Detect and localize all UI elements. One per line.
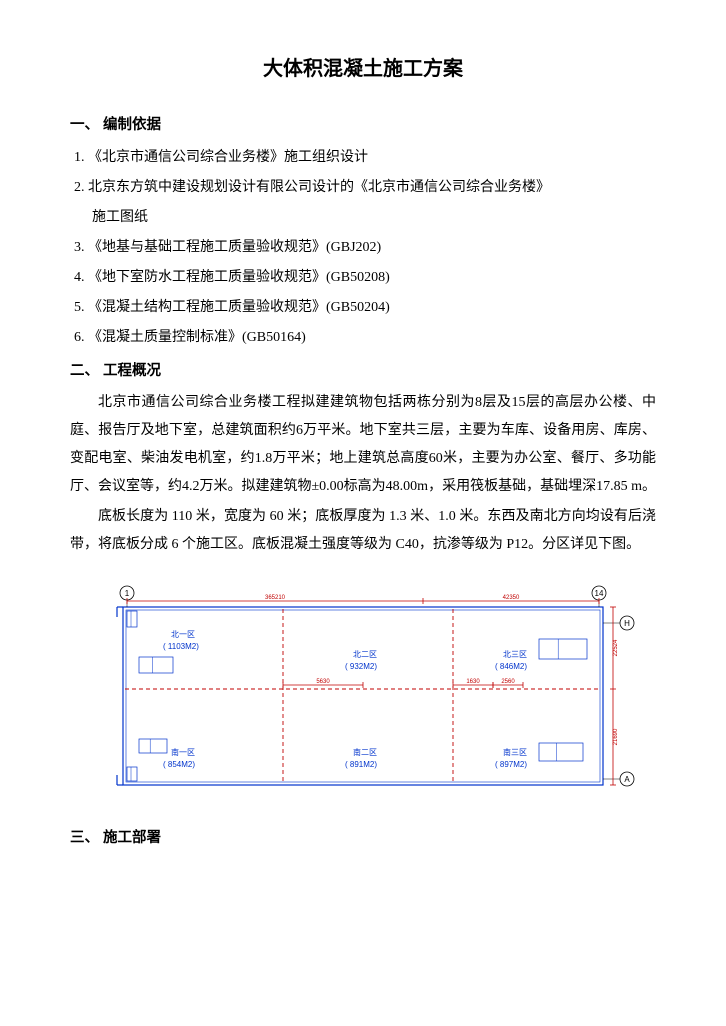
basis-item: 2. 北京东方筑中建设规划设计有限公司设计的《北京市通信公司综合业务楼》 [70,174,656,202]
svg-text:北一区: 北一区 [171,630,195,639]
item-number: 6. [74,324,85,352]
item-text: 北京东方筑中建设规划设计有限公司设计的《北京市通信公司综合业务楼》 [88,180,550,195]
svg-text:1630: 1630 [466,679,480,685]
item-text: 《地基与基础工程施工质量验收规范》(GBJ202) [88,240,381,255]
svg-text:( 846M2): ( 846M2) [495,662,527,671]
svg-text:5630: 5630 [316,679,330,685]
basis-item-cont: 施工图纸 [70,204,656,232]
svg-text:北三区: 北三区 [503,650,527,659]
basis-item: 5. 《混凝土结构工程施工质量验收规范》(GB50204) [70,294,656,322]
item-number: 4. [74,264,85,292]
overview-paragraph: 北京市通信公司综合业务楼工程拟建建筑物包括两栋分别为8层及15层的高层办公楼、中… [70,389,656,501]
item-number: 5. [74,294,85,322]
item-text: 《北京市通信公司综合业务楼》施工组织设计 [88,150,368,165]
basis-item: 6. 《混凝土质量控制标准》(GB50164) [70,324,656,352]
item-text: 《混凝土结构工程施工质量验收规范》(GB50204) [88,300,390,315]
document-title: 大体积混凝土施工方案 [70,50,656,88]
svg-text:南一区: 南一区 [171,747,195,757]
item-text: 《地下室防水工程施工质量验收规范》(GB50208) [88,270,390,285]
svg-text:21690: 21690 [613,728,619,745]
item-text: 施工图纸 [92,210,148,225]
section-heading-1: 一、 编制依据 [70,112,656,140]
overview-paragraph: 底板长度为 110 米，宽度为 60 米；底板厚度为 1.3 米、1.0 米。东… [70,503,656,559]
svg-text:( 854M2): ( 854M2) [163,760,195,769]
item-number: 3. [74,234,85,262]
svg-text:2560: 2560 [501,679,515,685]
svg-text:( 932M2): ( 932M2) [345,662,377,671]
svg-text:( 891M2): ( 891M2) [345,760,377,769]
item-number: 2. [74,174,85,202]
basis-item: 4. 《地下室防水工程施工质量验收规范》(GB50208) [70,264,656,292]
item-number: 1. [74,144,85,172]
svg-text:南二区: 南二区 [353,747,377,757]
item-text: 《混凝土质量控制标准》(GB50164) [88,330,306,345]
svg-text:365210: 365210 [265,595,286,601]
svg-text:42350: 42350 [503,595,520,601]
svg-text:( 897M2): ( 897M2) [495,760,527,769]
section-heading-3: 三、 施工部署 [70,825,656,853]
svg-text:H: H [624,619,630,628]
section-heading-2: 二、 工程概况 [70,358,656,386]
svg-text:( 1103M2): ( 1103M2) [163,642,199,651]
svg-text:1: 1 [125,589,130,598]
basis-item: 3. 《地基与基础工程施工质量验收规范》(GBJ202) [70,234,656,262]
svg-text:北二区: 北二区 [353,650,377,659]
svg-text:A: A [624,775,630,784]
svg-text:22524: 22524 [613,639,619,656]
basis-item: 1. 《北京市通信公司综合业务楼》施工组织设计 [70,144,656,172]
svg-text:南三区: 南三区 [503,747,527,757]
floor-plan-diagram: 1 14 H A 365210 42350 5630 1630 2560 22524 21690 北一… [83,569,643,809]
svg-text:14: 14 [595,589,604,598]
